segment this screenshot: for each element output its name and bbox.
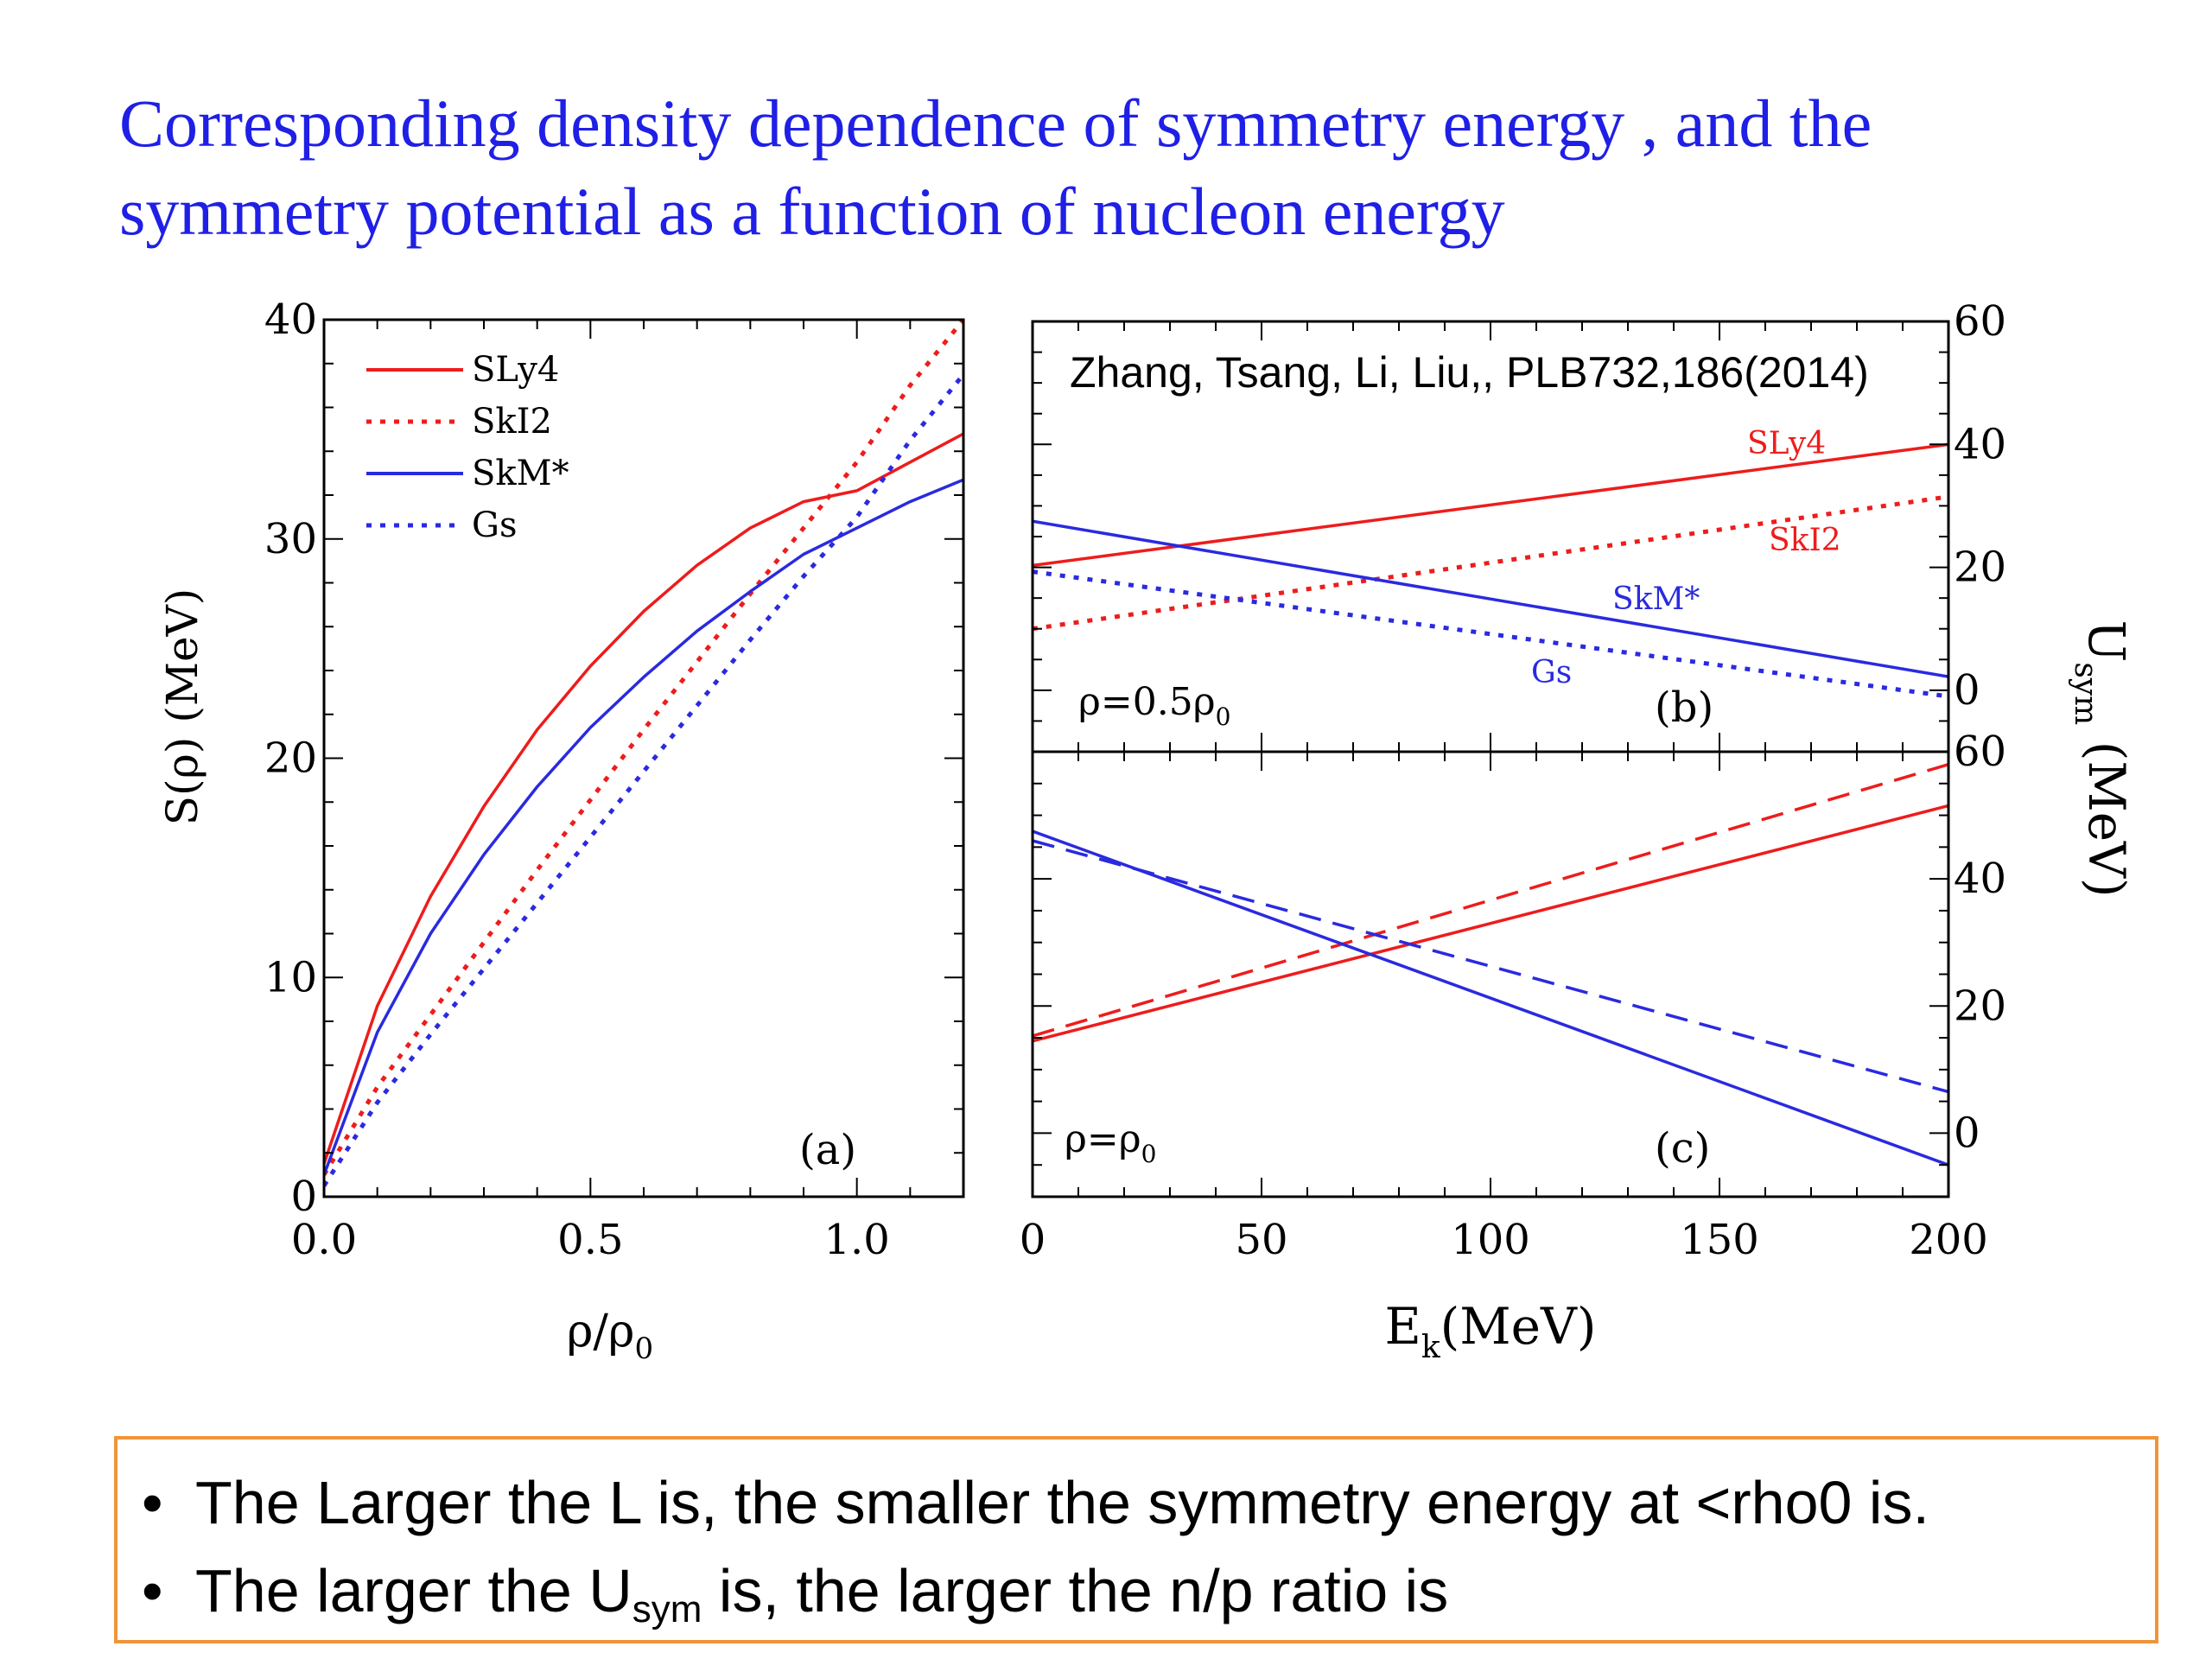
panel-c-series-gs bbox=[1033, 839, 1948, 1094]
slide-title: Corresponding density dependence of symm… bbox=[119, 79, 2107, 256]
legend-label-sly4: SLy4 bbox=[472, 350, 559, 390]
panel-a-y-axis-label: S(ρ) (MeV) bbox=[157, 588, 207, 825]
panel-c-density-sub: 0 bbox=[1141, 1140, 1157, 1168]
panel-b-series-ski2 bbox=[1033, 494, 1948, 632]
right-y-axis-label-sub: sym bbox=[2068, 662, 2103, 725]
panel-c-x-axis-label-main: E bbox=[1384, 1297, 1421, 1356]
panel-c-x-tick-label: 200 bbox=[1909, 1216, 1988, 1264]
panel-b-ticks: 0 20 40 60 bbox=[1032, 297, 2006, 753]
right-y-axis-label-tail: (MeV) bbox=[2077, 725, 2136, 897]
note-text-2-pre: The larger the U bbox=[195, 1557, 632, 1624]
panel-c-series-ski2 bbox=[1033, 763, 1948, 1038]
panel-a-series-sly4 bbox=[324, 432, 963, 1165]
panel-a-x-tick-label: 0.5 bbox=[557, 1216, 623, 1264]
legend-label-gs: Gs bbox=[472, 505, 517, 545]
panel-b: 0 20 40 60 Zhang, Tsang, Li, Liu,, PLB732,1… bbox=[1031, 297, 2006, 753]
panel-b-series-gs bbox=[1033, 569, 1948, 699]
panel-b-density-sub: 0 bbox=[1216, 702, 1231, 731]
panel-a-series bbox=[324, 320, 963, 1187]
figure: 0 10 20 30 40 0.0 0.5 1.0 SLy4 SkI2 SkM* Gs (a)… bbox=[157, 296, 2136, 1366]
panel-a-legend: SLy4 SkI2 SkM* Gs bbox=[366, 350, 569, 545]
note-item-2: • The larger the Usym is, the larger the… bbox=[142, 1547, 2155, 1635]
bullet-point: • bbox=[142, 1557, 163, 1624]
panel-c-label: (c) bbox=[1655, 1124, 1710, 1173]
panel-b-label-gs: Gs bbox=[1531, 655, 1572, 690]
panel-c-ticks: 0 20 40 60 0 50 100 150 200 bbox=[1020, 728, 2006, 1264]
right-y-axis-label-main: U bbox=[2077, 620, 2136, 662]
panel-b-density-annotation: ρ=0.5ρ0 bbox=[1078, 680, 1230, 731]
panel-a-y-tick-label: 10 bbox=[264, 953, 317, 1001]
panel-a-x-axis-label-sub: 0 bbox=[635, 1332, 654, 1366]
panel-b-density-main: ρ=0.5ρ bbox=[1078, 680, 1216, 724]
panel-c-density-annotation: ρ=ρ0 bbox=[1065, 1117, 1156, 1168]
right-y-axis-label: Usym (MeV) bbox=[2068, 620, 2136, 897]
slide-title-line-1: Corresponding density dependence of symm… bbox=[119, 86, 1872, 161]
panel-b-label-sly4: SLy4 bbox=[1747, 426, 1826, 461]
panel-b-series bbox=[1033, 442, 1948, 699]
notes-box: • The Larger the L is, the smaller the s… bbox=[114, 1436, 2158, 1643]
panel-a-label: (a) bbox=[799, 1126, 856, 1174]
panel-b-label-skm: SkM* bbox=[1612, 582, 1700, 617]
panel-a-x-tick-label: 1.0 bbox=[823, 1216, 889, 1264]
note-text-2-post: is, the larger the n/p ratio is bbox=[702, 1557, 1449, 1624]
panel-a-y-tick-label: 40 bbox=[264, 296, 317, 344]
panel-c-density-main: ρ=ρ bbox=[1065, 1117, 1141, 1161]
panel-a-x-axis-label: ρ/ρ0 bbox=[567, 1306, 653, 1366]
slide-title-line-2: symmetry potential as a function of nucl… bbox=[119, 174, 1505, 249]
panel-c-y-tick-label: 0 bbox=[1954, 1109, 1980, 1157]
panel-c-x-axis-label-sub: k bbox=[1421, 1330, 1441, 1365]
panel-a-series-gs bbox=[324, 372, 963, 1187]
panel-c-series-sly4 bbox=[1033, 804, 1948, 1043]
panel-b-y-tick-label: 40 bbox=[1954, 420, 2006, 468]
panel-c-x-axis-label-tail: (MeV) bbox=[1440, 1297, 1597, 1356]
note-item-1: • The Larger the L is, the smaller the s… bbox=[142, 1459, 2155, 1547]
panel-c-series-skm bbox=[1033, 830, 1948, 1166]
citation: Zhang, Tsang, Li, Liu,, PLB732,186(2014) bbox=[1070, 348, 1869, 397]
panel-c-y-tick-label: 60 bbox=[1954, 728, 2006, 776]
panel-a-series-skm bbox=[324, 478, 963, 1176]
panel-c-x-tick-label: 100 bbox=[1451, 1216, 1530, 1264]
note-text-1: The Larger the L is, the smaller the sym… bbox=[195, 1469, 1929, 1536]
panel-c-x-tick-label: 50 bbox=[1235, 1216, 1287, 1264]
panel-a: 0 10 20 30 40 0.0 0.5 1.0 SLy4 SkI2 SkM* Gs (a)… bbox=[157, 296, 965, 1366]
panel-b-y-tick-label: 20 bbox=[1954, 543, 2006, 592]
panel-c-x-tick-label: 150 bbox=[1680, 1216, 1759, 1264]
panel-a-y-tick-label: 0 bbox=[290, 1173, 317, 1221]
panel-b-y-tick-label: 60 bbox=[1954, 297, 2006, 346]
panel-a-x-axis-label-main: ρ/ρ bbox=[567, 1306, 635, 1357]
panel-c-frame bbox=[1031, 750, 1950, 1198]
bullet-point: • bbox=[142, 1469, 163, 1536]
panel-c-x-axis-label: Ek(MeV) bbox=[1384, 1297, 1596, 1365]
panel-a-y-tick-label: 20 bbox=[264, 734, 317, 783]
legend-label-ski2: SkI2 bbox=[472, 402, 552, 442]
panel-b-y-tick-label: 0 bbox=[1954, 666, 1980, 715]
panel-b-series-skm bbox=[1033, 519, 1948, 678]
legend-label-skm: SkM* bbox=[472, 454, 569, 493]
panel-b-label: (b) bbox=[1655, 683, 1713, 732]
panel-a-frame bbox=[322, 318, 965, 1198]
panel-c-y-tick-label: 40 bbox=[1954, 855, 2006, 903]
panel-c-y-tick-label: 20 bbox=[1954, 982, 2006, 1030]
panel-c-x-tick-label: 0 bbox=[1020, 1216, 1046, 1264]
panel-b-series-sly4 bbox=[1033, 442, 1948, 568]
note-text-2: The larger the Usym is, the larger the n… bbox=[195, 1547, 1448, 1635]
panel-a-y-tick-label: 30 bbox=[264, 515, 317, 563]
panel-b-label-ski2: SkI2 bbox=[1769, 523, 1841, 558]
panel-a-ticks: 0 10 20 30 40 0.0 0.5 1.0 bbox=[264, 296, 964, 1264]
note-text-2-sub: sym bbox=[632, 1588, 702, 1630]
panel-a-x-tick-label: 0.0 bbox=[291, 1216, 357, 1264]
panel-c-series bbox=[1033, 763, 1948, 1166]
